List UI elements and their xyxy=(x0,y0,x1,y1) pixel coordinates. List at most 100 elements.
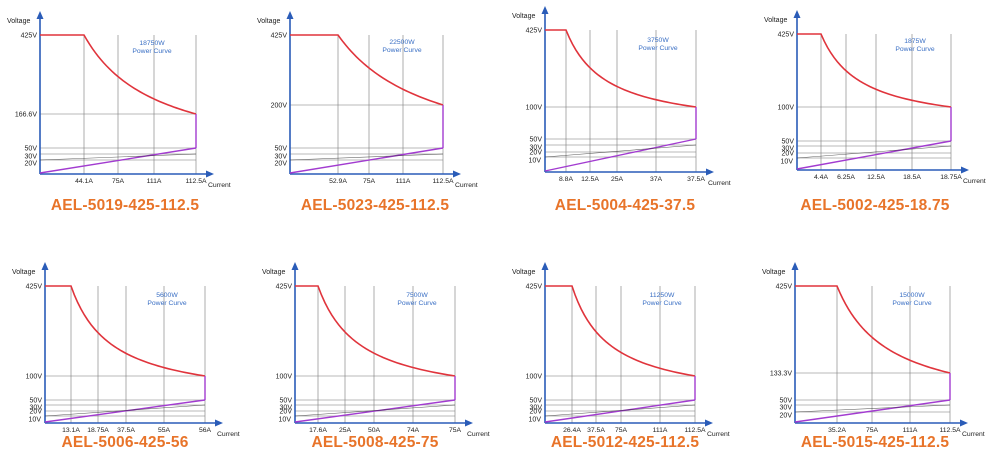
power-curve-caption: Power Curve xyxy=(147,300,187,307)
power-rating-label: 15000W xyxy=(899,292,925,299)
voltage-tick-label: 30V xyxy=(782,146,795,153)
voltage-tick-label: 10V xyxy=(529,417,542,424)
voltage-tick-label: 20V xyxy=(782,151,795,158)
load-line xyxy=(289,147,444,174)
power-curve-line xyxy=(40,34,197,115)
min-voltage-ramp xyxy=(289,153,444,161)
min-voltage-ramp xyxy=(44,404,206,417)
chart-panel: Voltage Current 425V 200V 50V 30V 20V 52.9A 75A 1… xyxy=(250,0,500,237)
voltage-tick-label: 20V xyxy=(780,413,793,420)
x-axis-arrow xyxy=(960,419,968,427)
model-name-label: AEL-5015-425-112.5 xyxy=(800,434,950,451)
current-tick-label: 37.5A xyxy=(117,427,135,434)
voltage-tick-label: 20V xyxy=(530,409,543,416)
current-tick-label: 37A xyxy=(650,176,663,183)
power-curve-line xyxy=(45,285,206,377)
current-tick-label: 18.75A xyxy=(940,174,962,181)
load-line xyxy=(44,399,206,423)
y-axis-label: Voltage xyxy=(512,269,535,276)
x-axis-label: Current xyxy=(217,431,240,438)
current-tick-label: 75A xyxy=(615,427,628,434)
x-axis-arrow xyxy=(706,168,714,176)
power-curve-line xyxy=(545,29,697,108)
y-axis-label: Voltage xyxy=(762,269,785,276)
current-tick-label: 6.25A xyxy=(837,174,855,181)
power-rating-label: 7500W xyxy=(406,292,428,299)
power-curve-line xyxy=(797,33,952,108)
min-voltage-ramp xyxy=(294,404,456,417)
voltage-tick-label: 30V xyxy=(530,405,543,412)
chart-panel: Voltage Current 425V 100V 50V 30V 20V 10V 4.4A 6.… xyxy=(750,0,1000,237)
x-axis-arrow xyxy=(215,419,223,427)
power-curve-caption: Power Curve xyxy=(132,48,172,55)
model-name-label: AEL-5004-425-37.5 xyxy=(554,197,696,214)
y-axis-arrow xyxy=(791,262,799,270)
power-curve-caption: Power Curve xyxy=(642,300,682,307)
y-axis-label: Voltage xyxy=(257,18,280,25)
voltage-tick-label: 425V xyxy=(21,33,38,40)
x-axis-label: Current xyxy=(963,178,986,185)
current-tick-label: 52.9A xyxy=(329,178,347,185)
min-voltage-ramp xyxy=(544,404,696,417)
x-axis-label: Current xyxy=(208,182,231,189)
power-curve-caption: Power Curve xyxy=(397,300,437,307)
current-tick-label: 75A xyxy=(449,427,462,434)
voltage-tick-label: 30V xyxy=(275,154,288,161)
power-rating-label: 5600W xyxy=(156,292,178,299)
chart-panel: Voltage Current 425V 100V 50V 30V 20V 10V 17.6A 2… xyxy=(250,237,500,474)
x-axis-arrow xyxy=(705,419,713,427)
current-tick-label: 74A xyxy=(407,427,420,434)
voltage-tick-label: 50V xyxy=(30,398,43,405)
y-axis-label: Voltage xyxy=(512,13,535,20)
y-axis-arrow xyxy=(36,11,44,19)
chart-panel: Voltage Current 425V 100V 50V 30V 20V 10V 26.4A 3… xyxy=(500,237,750,474)
load-line xyxy=(794,399,951,423)
current-tick-label: 18.5A xyxy=(903,174,921,181)
power-curve-line xyxy=(295,285,456,377)
current-tick-label: 18.75A xyxy=(87,427,109,434)
voltage-tick-label: 100V xyxy=(778,105,795,112)
current-tick-label: 44.1A xyxy=(75,178,93,185)
voltage-tick-label: 50V xyxy=(530,398,543,405)
voltage-tick-label: 200V xyxy=(271,103,288,110)
x-axis-label: Current xyxy=(455,182,478,189)
voltage-tick-label: 10V xyxy=(529,158,542,165)
model-name-label: AEL-5012-425-112.5 xyxy=(550,434,700,451)
current-tick-label: 111A xyxy=(653,427,668,434)
current-tick-label: 112.5A xyxy=(185,178,207,185)
current-tick-label: 4.4A xyxy=(814,174,828,181)
chart-panel: Voltage Current 425V 100V 50V 30V 20V 10V 13.1A 1… xyxy=(0,237,250,474)
current-tick-label: 56A xyxy=(199,427,212,434)
model-name-label: AEL-5002-425-18.75 xyxy=(800,197,950,214)
current-tick-label: 111A xyxy=(903,427,918,434)
y-axis-arrow xyxy=(291,262,299,270)
y-axis-arrow xyxy=(41,262,49,270)
voltage-tick-label: 10V xyxy=(29,417,42,424)
min-voltage-ramp xyxy=(794,404,951,413)
voltage-tick-label: 100V xyxy=(526,105,543,112)
current-tick-label: 111A xyxy=(147,178,162,185)
voltage-tick-label: 20V xyxy=(275,161,288,168)
min-voltage-ramp xyxy=(39,153,197,161)
power-rating-label: 3750W xyxy=(647,37,669,44)
voltage-tick-label: 50V xyxy=(782,139,795,146)
current-tick-label: 75A xyxy=(363,178,376,185)
model-name-label: AEL-5023-425-112.5 xyxy=(300,197,450,214)
model-name-label: AEL-5019-425-112.5 xyxy=(50,197,200,214)
voltage-tick-label: 10V xyxy=(279,417,292,424)
current-tick-label: 12.5A xyxy=(581,176,599,183)
power-curve-line xyxy=(545,285,696,377)
voltage-tick-label: 50V xyxy=(530,137,543,144)
voltage-tick-label: 30V xyxy=(280,405,293,412)
power-rating-label: 11250W xyxy=(650,292,675,299)
power-curve-caption: Power Curve xyxy=(895,46,935,53)
power-curve-line xyxy=(795,285,951,374)
y-axis-label: Voltage xyxy=(7,18,30,25)
current-tick-label: 112.5A xyxy=(684,427,706,434)
y-axis-label: Voltage xyxy=(764,17,787,24)
